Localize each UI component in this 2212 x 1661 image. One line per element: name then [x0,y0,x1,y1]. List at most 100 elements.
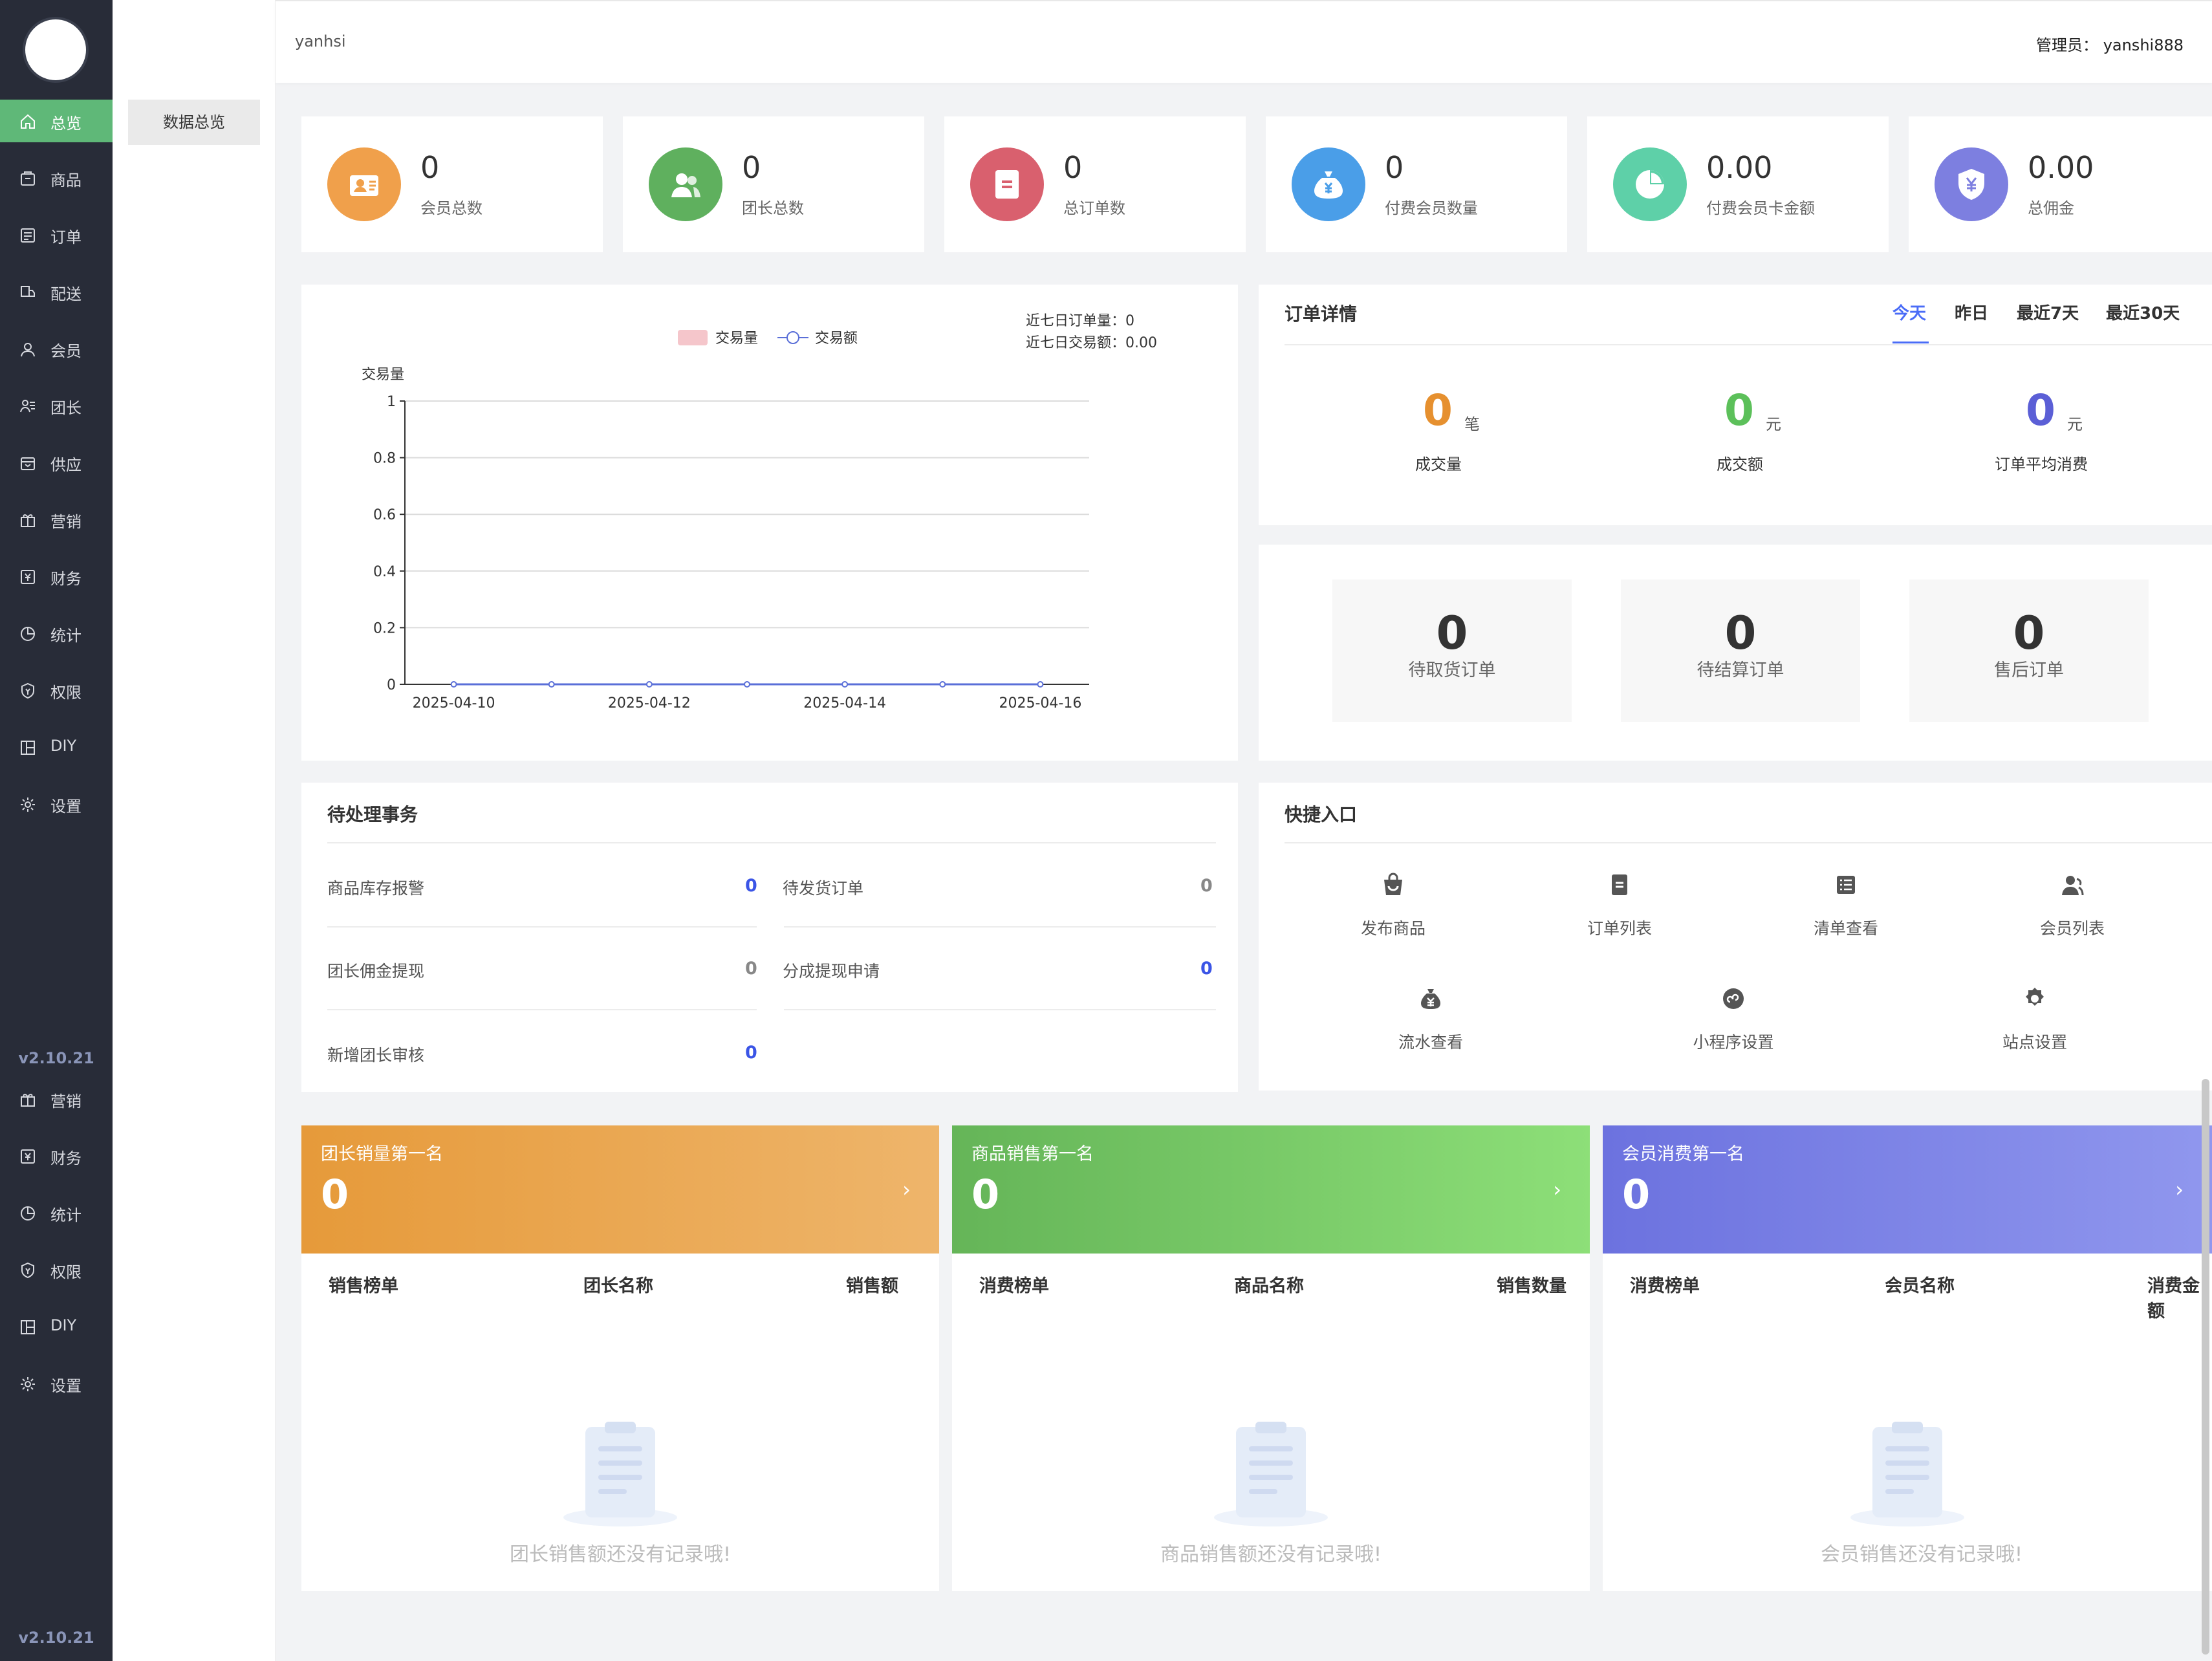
line-point[interactable] [1037,681,1044,688]
sub-menu [113,0,276,1661]
site-name: yanhsi [295,32,346,50]
sidebar-item-layout[interactable]: DIY [0,1305,113,1348]
tab-active-indicator [1892,342,1929,343]
sidebar-item-order[interactable]: 订单 [0,213,113,256]
sidebar-item-label: 设置 [50,1377,81,1395]
sidebar-item-label: 订单 [50,228,81,246]
quick-entry-bag[interactable]: 发布商品 [1316,872,1471,943]
transaction-chart-card: 近七日订单量：0 近七日交易额：0.00 交易量 交易额 交易量 0 0.2 0.4 0.6… [301,285,1238,761]
task-item[interactable]: 待发货订单 0 [783,876,1220,899]
sidebar-item-finance[interactable]: 财务 [0,555,113,598]
pending-order-box[interactable]: 0 待取货订单 [1332,580,1572,722]
ranking-header[interactable]: 团长销量第一名 0 › [301,1125,939,1254]
sidebar-item-label: 营销 [50,1092,81,1111]
quick-entry-miniapp[interactable]: 小程序设置 [1656,986,1811,1057]
x-tick-label: 2025-04-16 [999,695,1081,711]
quick-entry-list[interactable]: 清单查看 [1768,872,1924,943]
metric-value: 0 [2026,385,2055,435]
chevron-right-icon[interactable]: › [2175,1177,2184,1202]
ranking-header[interactable]: 会员消费第一名 0 › [1603,1125,2212,1254]
sidebar-item-label: 统计 [50,1206,81,1224]
sidebar-item-label: 总览 [50,114,81,133]
sidebar-item-member[interactable]: 会员 [0,327,113,370]
line-point[interactable] [450,681,457,688]
x-tick-label: 2025-04-12 [608,695,691,711]
sidebar-item-shield[interactable]: 权限 [0,669,113,711]
sidebar-item-label: 营销 [50,513,81,531]
stat-label: 总佣金 [2028,199,2074,217]
sidebar-item-gear[interactable]: 设置 [0,1362,113,1405]
quick-entry-label: 订单列表 [1587,919,1652,938]
task-item[interactable]: 分成提现申请 0 [783,959,1220,982]
pending-order-label: 待取货订单 [1408,660,1496,680]
tab-1[interactable]: 昨日 [1955,304,1989,323]
pending-order-box[interactable]: 0 售后订单 [1909,580,2149,722]
legend-bar-swatch[interactable] [678,330,708,345]
line-point[interactable] [939,681,946,688]
sidebar-item-pie[interactable]: 统计 [0,612,113,655]
task-count: 0 [745,1043,757,1063]
divider [784,926,1216,928]
task-count: 0 [745,876,757,896]
stat-label: 总订单数 [1063,199,1125,217]
sidebar-item-leader[interactable]: 团长 [0,384,113,427]
divider [1285,344,2212,345]
pending-order-box[interactable]: 0 待结算订单 [1621,580,1860,722]
sidebar-item-label: DIY [50,1316,77,1334]
delivery-icon [19,284,36,301]
empty-message: 商品销售额还没有记录哦! [1160,1543,1382,1566]
stat-value: 0 [1063,150,1083,185]
sidebar-item-delivery[interactable]: 配送 [0,270,113,313]
quick-entry-user[interactable]: 会员列表 [1995,872,2150,943]
line-point[interactable] [548,681,555,688]
y-tick-label: 0.4 [373,564,396,580]
sidebar-item-goods[interactable]: 商品 [0,157,113,199]
sidebar-item-label: 配送 [50,285,81,303]
line-point[interactable] [744,681,750,688]
sidebar-item-pie[interactable]: 统计 [0,1191,113,1234]
line-point[interactable] [841,681,849,688]
settings-icon [2022,986,2048,1012]
chevron-right-icon[interactable]: › [1553,1177,1561,1202]
task-item[interactable]: 团长佣金提现 0 [327,959,764,982]
sidebar-item-label: 会员 [50,342,81,360]
admin-info[interactable]: 管理员： yanshi888 [2036,32,2184,55]
sidebar-item-shield[interactable]: 权限 [0,1248,113,1291]
version-label: v2.10.21 [18,1049,94,1067]
scrollbar-thumb[interactable] [2202,1079,2209,1655]
ranking-title: 团长销量第一名 [321,1144,443,1164]
ranking-header[interactable]: 商品销售第一名 0 › [952,1125,1590,1254]
task-item[interactable]: 新增团长审核 0 [327,1043,764,1066]
quick-entry-order-doc[interactable]: 订单列表 [1542,872,1697,943]
tab-2[interactable]: 最近7天 [2017,304,2079,323]
task-label: 新增团长审核 [327,1046,425,1065]
sidebar-item-layout[interactable]: DIY [0,726,113,768]
quick-entry-money[interactable]: 流水查看 [1353,986,1508,1057]
tab-3[interactable]: 最近30天 [2106,304,2180,323]
quick-entry-label: 会员列表 [2039,919,2105,938]
doc-icon [970,147,1044,221]
line-point[interactable] [645,681,653,688]
pending-order-label: 待结算订单 [1697,660,1784,680]
tab-0[interactable]: 今天 [1892,304,1927,323]
sidebar-item-finance[interactable]: 财务 [0,1134,113,1177]
stat-card: 0.00 付费会员卡金额 [1587,116,1889,252]
gift-icon [19,512,36,528]
sidebar-item-home[interactable]: 总览 [0,100,113,142]
task-item[interactable]: 商品库存报警 0 [327,876,764,899]
legend-line-marker[interactable] [786,331,799,344]
gear-icon [19,1376,36,1393]
quick-entry-label: 小程序设置 [1693,1033,1774,1052]
chevron-right-icon[interactable]: › [902,1177,911,1202]
seven-day-orders-label: 近七日订单量： [1026,313,1126,329]
stat-value: 0 [420,150,440,185]
logo[interactable] [25,19,86,80]
sidebar-item-gift[interactable]: 营销 [0,498,113,541]
sidebar-item-supply[interactable]: 供应 [0,441,113,484]
submenu-item-overview[interactable]: 数据总览 [128,100,260,145]
quick-entry-settings[interactable]: 站点设置 [1957,986,2112,1057]
metric-unit: 笔 [1464,415,1480,433]
sidebar-item-gift[interactable]: 营销 [0,1078,113,1120]
sidebar-item-gear[interactable]: 设置 [0,783,113,825]
